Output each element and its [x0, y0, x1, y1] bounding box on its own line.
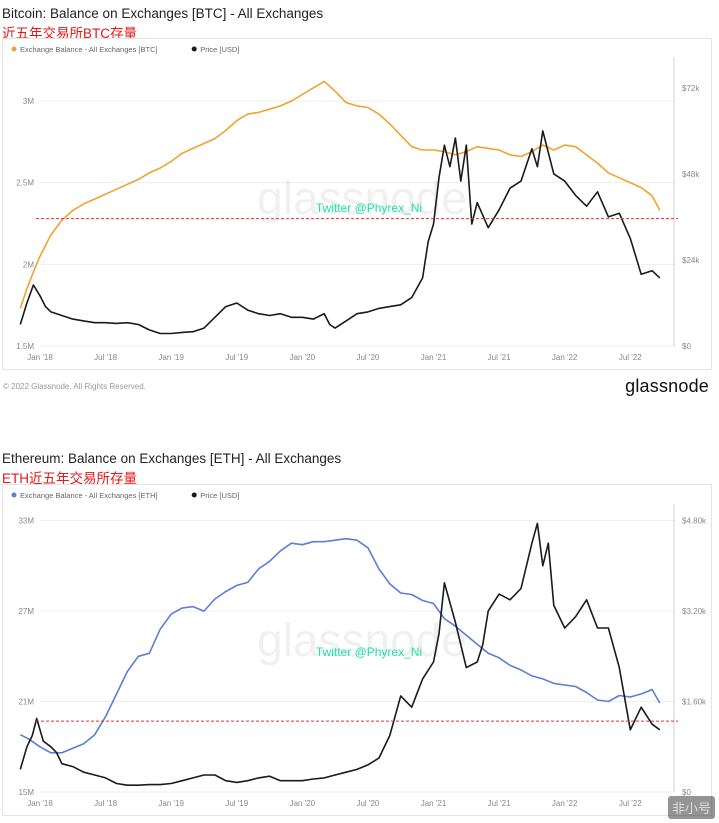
btc-y-left-tick-label: 2M: [23, 260, 34, 269]
btc-x-tick-label: Jan '18: [27, 353, 53, 362]
eth-twitter-overlay: Twitter @Phyrex_Ni: [316, 645, 422, 659]
eth-price-line: [19, 522, 661, 787]
btc-chart-svg: 1.5M 2M 2.5M 3M $0 $24k $48k $72k Jan '18 Jul '18…: [2, 38, 712, 370]
btc-twitter-overlay: Twitter @Phyrex_Ni: [316, 201, 422, 215]
eth-x-tick-label: Jan '19: [158, 799, 184, 808]
btc-x-tick-label: Jan '19: [158, 353, 184, 362]
eth-chart-title: Ethereum: Balance on Exchanges [ETH] - A…: [2, 451, 342, 466]
btc-y-left-tick-label: 3M: [23, 97, 34, 106]
btc-x-tick-label: Jul '21: [488, 353, 511, 362]
copyright-text: © 2022 Glassnode. All Rights Reserved.: [3, 382, 146, 391]
eth-legend-dot: [11, 492, 17, 498]
eth-y-right-tick-label: $0: [682, 788, 691, 797]
eth-legend-entry: Price [USD]: [200, 491, 239, 500]
eth-x-tick-label: Jan '18: [27, 799, 53, 808]
eth-y-right-tick-label: $4.80k: [682, 517, 707, 526]
btc-legend-dot: [191, 46, 197, 52]
btc-x-tick-label: Jan '21: [421, 353, 447, 362]
btc-x-tick-label: Jan '22: [552, 353, 578, 362]
eth-glassnode-watermark: glassnode: [257, 614, 467, 666]
btc-x-tick-label: Jan '20: [290, 353, 316, 362]
eth-y-left-tick-label: 15M: [18, 788, 34, 797]
eth-chart-subtitle: ETH近五年交易所存量: [2, 471, 137, 486]
btc-chart-title: Bitcoin: Balance on Exchanges [BTC] - Al…: [2, 6, 324, 21]
eth-chart-panel: 15M 21M 27M 33M $0 $1.60k $3.20k $4.80k Jan '18 J…: [2, 484, 712, 816]
btc-chart-subtitle: 近五年交易所BTC存量: [2, 26, 137, 41]
btc-y-right-tick-label: $72k: [682, 84, 700, 93]
eth-y-right-tick-label: $3.20k: [682, 607, 707, 616]
btc-glassnode-watermark: glassnode: [257, 172, 467, 224]
eth-y-right-tick-label: $1.60k: [682, 698, 707, 707]
btc-chart-panel: 1.5M 2M 2.5M 3M $0 $24k $48k $72k Jan '18 Jul '18…: [2, 38, 712, 370]
glassnode-brand-logo: glassnode: [625, 376, 709, 396]
btc-x-tick-label: Jul '18: [94, 353, 117, 362]
eth-chart-svg: 15M 21M 27M 33M $0 $1.60k $3.20k $4.80k Jan '18 J…: [2, 484, 712, 816]
btc-y-left-tick-label: 1.5M: [16, 342, 34, 351]
btc-y-right-tick-label: $24k: [682, 256, 700, 265]
eth-x-tick-label: Jul '18: [94, 799, 117, 808]
eth-x-tick-label: Jul '22: [619, 799, 642, 808]
btc-balance-line: [19, 80, 661, 309]
eth-y-left-tick-label: 21M: [18, 698, 34, 707]
eth-x-tick-label: Jul '19: [225, 799, 248, 808]
eth-x-tick-label: Jul '21: [488, 799, 511, 808]
eth-y-left-tick-label: 27M: [18, 607, 34, 616]
eth-legend-dot: [191, 492, 197, 498]
btc-legend-entry: Price [USD]: [200, 45, 239, 54]
btc-x-tick-label: Jul '20: [356, 353, 379, 362]
btc-y-left-tick-label: 2.5M: [16, 179, 34, 188]
eth-balance-line: [19, 537, 661, 754]
btc-x-tick-label: Jul '22: [619, 353, 642, 362]
btc-y-right-tick-label: $0: [682, 342, 691, 351]
btc-price-line: [19, 130, 661, 335]
eth-y-left-tick-label: 33M: [18, 517, 34, 526]
eth-x-tick-label: Jan '22: [552, 799, 578, 808]
eth-x-tick-label: Jul '20: [356, 799, 379, 808]
btc-x-tick-label: Jul '19: [225, 353, 248, 362]
corner-watermark: 非小号: [667, 796, 715, 819]
eth-x-tick-label: Jan '20: [290, 799, 316, 808]
btc-legend-entry: Exchange Balance - All Exchanges [BTC]: [20, 45, 158, 54]
eth-x-tick-label: Jan '21: [421, 799, 447, 808]
btc-legend-dot: [11, 46, 17, 52]
btc-y-right-tick-label: $48k: [682, 170, 700, 179]
eth-legend-entry: Exchange Balance - All Exchanges [ETH]: [20, 491, 158, 500]
